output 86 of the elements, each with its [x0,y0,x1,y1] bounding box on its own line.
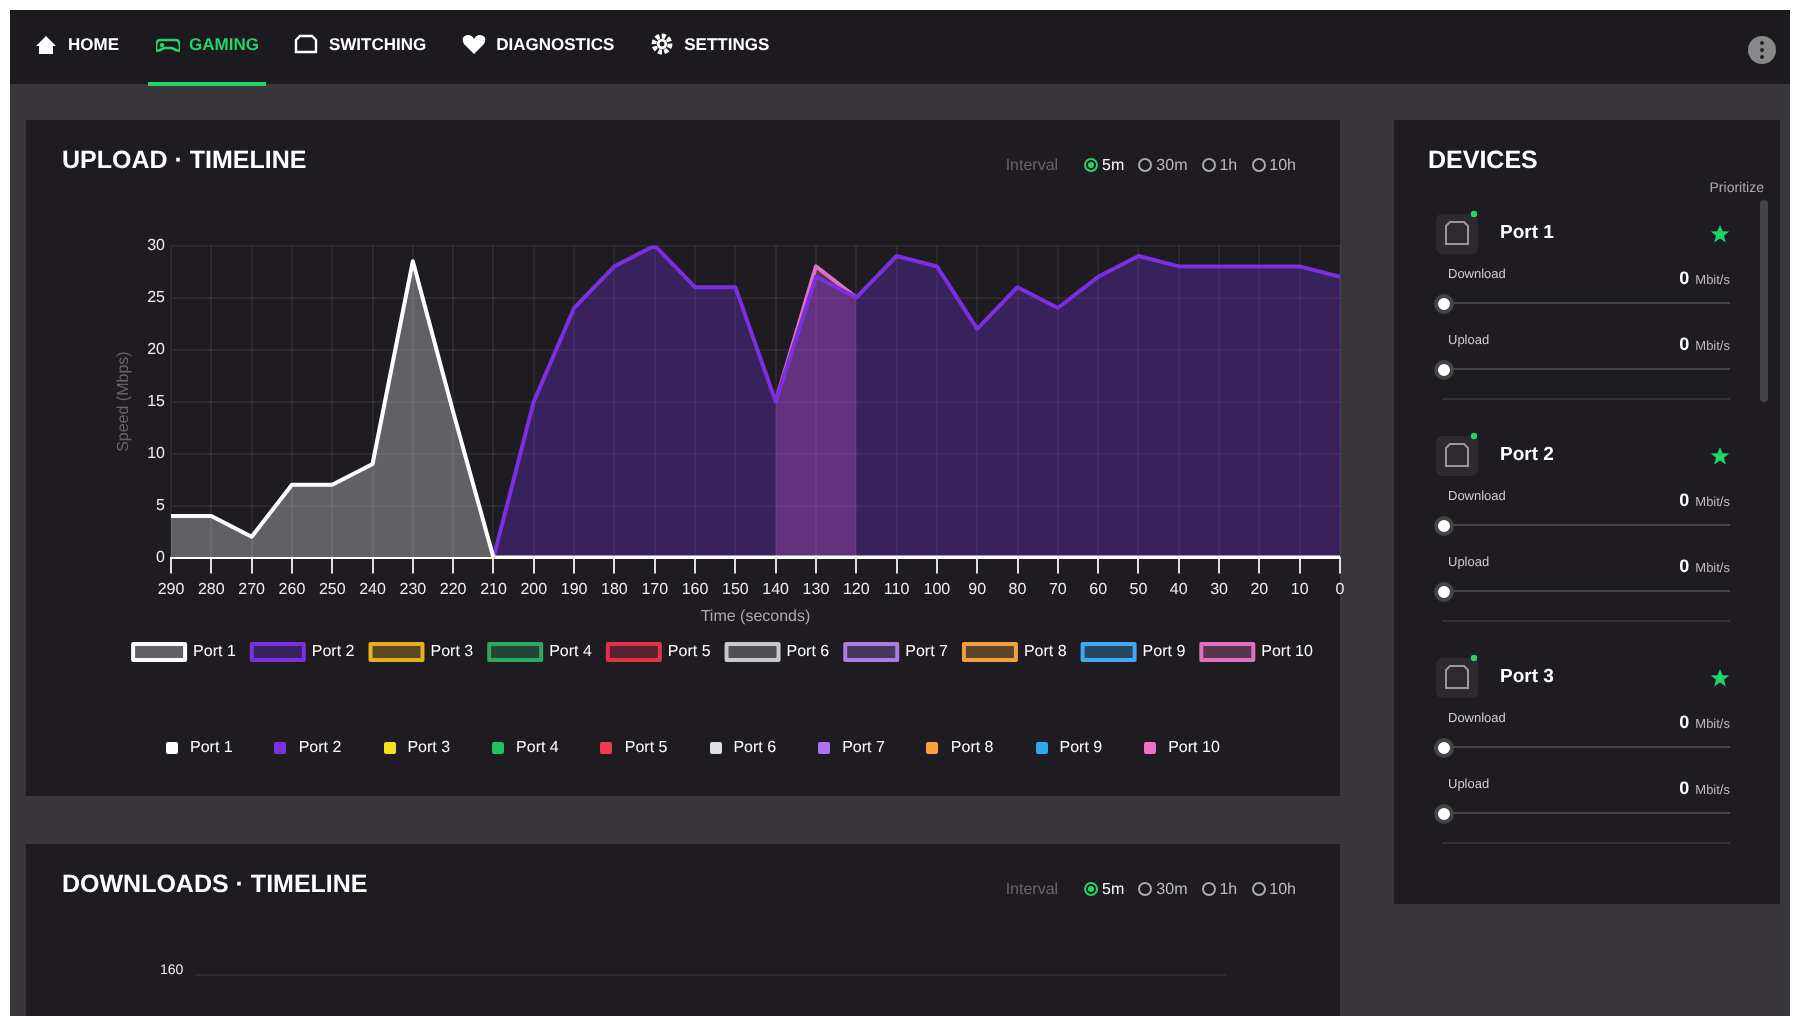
x-tick-label: 240 [359,579,387,598]
text: 10h [1269,156,1296,174]
x-tick-label: 220 [439,579,468,598]
text: 1h [1219,880,1238,898]
x-tick-label: 210 [480,579,508,598]
text: Port 1 [1500,222,1554,244]
y-tick-label: 25 [147,288,167,307]
x-tick-label: 90 [968,579,988,598]
text: 10h [1269,880,1296,898]
x-tick-label: 140 [762,579,791,598]
x-axis-title: Time (seconds) [700,606,811,625]
x-tick-label: 0 [1335,579,1346,598]
x-tick-label: 130 [802,579,831,598]
x-tick-label: 60 [1089,579,1109,598]
x-tick-label: 230 [399,579,428,598]
x-tick-label: 100 [923,579,952,598]
x-tick-label: 270 [238,579,267,598]
legend-label: Port 2 [311,642,356,661]
text: Port 7 [842,738,885,756]
text: 0 [1679,556,1690,576]
x-tick-label: 40 [1169,579,1189,598]
legend-label: Port 7 [905,642,950,661]
x-tick-label: 190 [560,579,589,598]
text: Port 4 [516,738,559,756]
text: SETTINGS [684,34,770,54]
legend-label: Port 8 [1023,642,1068,661]
text: Port 8 [950,738,994,756]
x-tick-label: 70 [1048,579,1068,598]
text: 0 [1679,712,1690,732]
text: Interval [1005,880,1059,898]
legend-label: Port 10 [1261,642,1314,661]
text: Port 3 [407,738,451,756]
text: HOME [68,34,119,54]
text: 5m [1102,880,1125,898]
y-tick-label: 15 [147,392,167,411]
legend-label: Port 1 [193,642,237,661]
text: Port 1 [190,738,233,756]
legend-label: Port 9 [1142,642,1187,661]
y-axis-title: Speed (Mbps) [114,350,133,452]
x-tick-label: 200 [520,579,549,598]
x-tick-label: 30 [1210,579,1230,598]
text: 0 [1679,268,1690,288]
text: Port 2 [298,738,342,756]
text: DIAGNOSTICS [496,34,615,54]
legend-label: Port 5 [667,642,712,661]
x-tick-label: 290 [157,579,186,598]
y-tick-label: 10 [147,444,167,463]
x-tick-label: 260 [278,579,307,598]
y-tick-label: 20 [147,340,167,359]
x-tick-label: 180 [601,579,629,598]
y-tick-label: 5 [156,496,167,515]
text: Interval [1005,156,1059,174]
text: SWITCHING [328,34,427,54]
text: Port 9 [1059,738,1103,756]
x-tick-label: 170 [641,579,670,598]
x-tick-label: 50 [1129,579,1149,598]
text: 30m [1156,880,1188,898]
text: Port 6 [733,738,777,756]
text: GAMING [189,34,259,54]
legend-label: Port 6 [786,642,831,661]
text: 1h [1219,156,1238,174]
text: Port 2 [1500,444,1554,466]
text: DEVICES [1428,146,1538,174]
chart-title: UPLOAD · TIMELINE [62,146,307,174]
x-tick-label: 160 [681,579,710,598]
x-tick-label: 150 [721,579,750,598]
y-tick-label: 30 [147,236,167,255]
text: 5m [1102,156,1125,174]
x-tick-label: 280 [197,579,226,598]
x-tick-label: 120 [842,579,871,598]
text: Port 5 [624,738,668,756]
text: DOWNLOADS · TIMELINE [62,870,368,898]
x-tick-label: 80 [1008,579,1028,598]
text: 0 [1679,490,1690,510]
text: 0 [1679,778,1690,798]
text: Port 10 [1168,738,1220,756]
text: 30m [1156,156,1188,174]
x-tick-label: 20 [1250,579,1270,598]
legend-label: Port 4 [549,642,593,661]
legend-label: Port 3 [430,642,475,661]
text: 0 [1679,334,1690,354]
x-tick-label: 250 [318,579,347,598]
y-tick-label: 0 [156,548,167,567]
x-tick-label: 110 [883,579,911,598]
x-tick-label: 10 [1290,579,1310,598]
text: Port 3 [1500,666,1554,688]
